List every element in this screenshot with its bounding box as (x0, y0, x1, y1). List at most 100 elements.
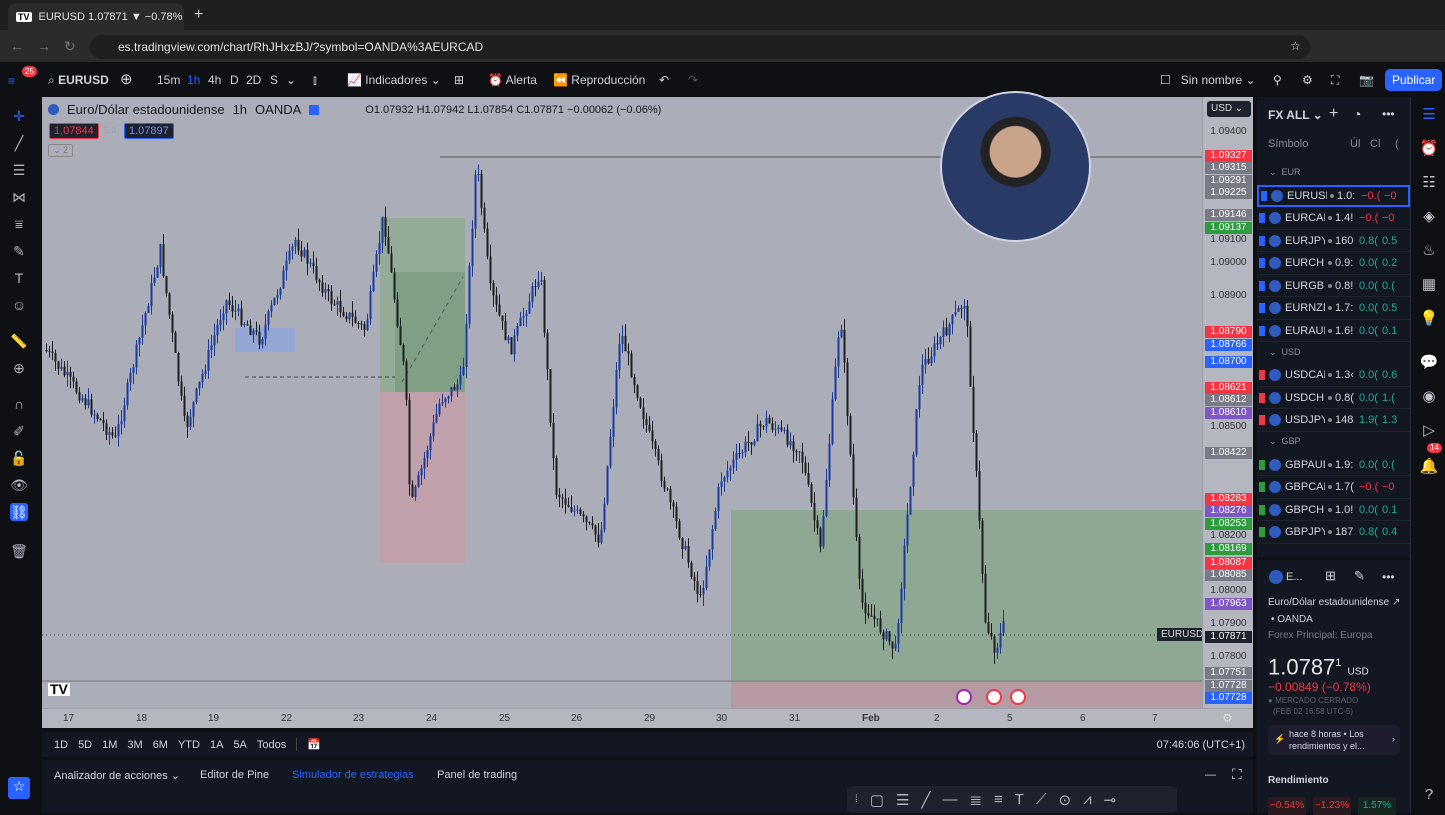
object-tree-icon[interactable]: ☷ (1422, 174, 1436, 191)
column-change-pct[interactable]: ( (1395, 138, 1399, 150)
emoji-icon[interactable]: ☺ (11, 297, 27, 313)
color-flag-icon[interactable] (1259, 235, 1265, 246)
time-axis[interactable]: 17 18 19 22 23 24 25 26 29 30 31 Feb 2 5 6 7 ⚙ (42, 708, 1253, 728)
ray-tool-icon[interactable]: ⟋ (1035, 791, 1047, 808)
interval-2d[interactable]: 2D (246, 73, 262, 87)
undo-icon[interactable]: ↶ (659, 73, 670, 87)
watchlist-row[interactable]: GBPCAD 1.7(−0.(−0 (1257, 477, 1410, 499)
watchlist-group-header[interactable]: ⌄ USD (1269, 346, 1301, 357)
reload-icon[interactable]: ↻ (64, 38, 76, 54)
redo-icon[interactable]: ↷ (688, 73, 699, 87)
watchlist-star-icon[interactable]: ☆ (8, 777, 30, 799)
lines-tool-icon[interactable]: ☰ (895, 791, 910, 809)
zoom-in-icon[interactable]: ⊕ (13, 360, 25, 376)
range-6m[interactable]: 6M (152, 738, 168, 751)
ruler-icon[interactable]: 📏 (10, 333, 28, 349)
new-tab-icon[interactable]: + (194, 6, 204, 23)
alert-button[interactable]: ⏰ Alerta (488, 73, 537, 87)
horizontal-ray-icon[interactable]: ⊸ (1103, 791, 1117, 809)
templates-icon[interactable]: ⊞ (454, 73, 465, 87)
lock-icon[interactable]: 🔓 (10, 450, 28, 466)
perf-3m[interactable]: 1.57% (1358, 797, 1396, 815)
ideas-bulb-icon[interactable]: 💡 (1419, 310, 1439, 327)
text-tool-icon[interactable]: T (1014, 791, 1024, 808)
hotlist-flame-icon[interactable]: ♨ (1422, 242, 1436, 259)
watchlist-row[interactable]: EURAUD 1.6! 0.0(0.1 (1257, 320, 1410, 342)
circle-tool-icon[interactable]: ⊙ (1058, 791, 1072, 809)
magnet-icon[interactable]: ∩ (13, 396, 25, 412)
column-last[interactable]: Úl (1350, 138, 1361, 150)
rectangle-tool-icon[interactable]: ▢ (869, 791, 884, 809)
forward-icon[interactable]: → (37, 38, 51, 54)
news-item[interactable]: ⚡ hace 8 horas • Los rendimientos y el...… (1268, 725, 1400, 755)
fib-icon[interactable]: ☰ (12, 162, 26, 178)
tab-strategy-tester[interactable]: Simulador de estrategias (292, 769, 414, 781)
color-flag-icon[interactable] (1259, 370, 1265, 380)
calendar-icon[interactable]: ▦ (1421, 276, 1437, 293)
bookmark-star-icon[interactable]: ☆ (1290, 39, 1301, 53)
compare-symbol-icon[interactable]: ⊕ (120, 71, 133, 88)
collapse-indicators-button[interactable]: ⌄ 2 (48, 144, 74, 157)
tab-trading-panel[interactable]: Panel de trading (437, 769, 518, 781)
minimize-panel-icon[interactable]: — (1205, 769, 1216, 781)
brush-icon[interactable]: ✎ (13, 243, 25, 259)
watchlist-more-icon[interactable]: ••• (1382, 107, 1395, 121)
color-flag-icon[interactable] (1259, 258, 1265, 268)
crosshair-icon[interactable]: ✛ (13, 108, 25, 124)
eye-icon[interactable]: 👁 (10, 477, 28, 493)
stay-drawing-icon[interactable]: ✐ (13, 423, 25, 439)
edit-icon[interactable]: ✎ (1354, 568, 1365, 583)
add-symbol-icon[interactable]: + (1329, 105, 1339, 122)
perf-1m[interactable]: −1.23% (1313, 797, 1351, 815)
watchlist-row[interactable]: GBPCHF 1.0! 0.0(0.1 (1257, 499, 1410, 521)
tab-pine-editor[interactable]: Editor de Pine (200, 769, 270, 781)
interval-s[interactable]: S (270, 73, 279, 87)
watchlist-selector[interactable]: FX ALL ⌄ (1268, 108, 1323, 122)
maximize-panel-icon[interactable]: ⛶ (1232, 766, 1242, 782)
range-1a[interactable]: 1A (209, 738, 224, 751)
projection-icon[interactable]: ⩸ (14, 216, 24, 232)
watchlist-row[interactable]: EURJPY 160 0.8(0.5 (1257, 230, 1410, 252)
quick-search-icon[interactable]: ⚲ (1273, 73, 1282, 87)
column-symbol[interactable]: Símbolo (1268, 138, 1309, 150)
trash-icon[interactable]: 🗑 (10, 543, 28, 559)
watchlist-group-header[interactable]: ⌄ EUR (1269, 167, 1301, 177)
help-icon[interactable]: ? (1424, 786, 1434, 803)
details-name[interactable]: Euro/Dólar estadounidense ↗ (1268, 597, 1401, 608)
grid-icon[interactable]: ⊞ (1325, 568, 1336, 583)
scale-settings-icon[interactable]: ⚙ (1222, 711, 1233, 725)
trend-line-icon[interactable]: ╱ (14, 135, 24, 151)
perf-1w[interactable]: −0.54% (1268, 797, 1306, 815)
watchlist-group-header[interactable]: ⌄ GBP (1269, 436, 1301, 446)
details-more-icon[interactable]: ••• (1382, 570, 1395, 584)
parallel-channel-icon[interactable]: ≡ (994, 791, 1003, 808)
alerts-clock-icon[interactable]: ⏰ (1419, 140, 1439, 157)
color-flag-icon[interactable] (1259, 415, 1265, 425)
range-3m[interactable]: 3M (127, 738, 143, 751)
back-icon[interactable]: ← (10, 38, 24, 54)
color-flag-icon[interactable] (1259, 482, 1265, 492)
publish-button[interactable]: Publicar (1385, 69, 1443, 91)
url-input[interactable]: es.tradingview.com/chart/RhJHxzBJ/?symbo… (90, 35, 1310, 59)
watchlist-row[interactable]: USDJPY 148 1.9(1.3 (1257, 410, 1410, 432)
path-tool-icon[interactable]: ⩘ (1083, 791, 1092, 808)
legend-symbol-name[interactable]: Euro/Dólar estadounidense (67, 102, 225, 117)
range-5a[interactable]: 5A (233, 738, 247, 751)
indicators-button[interactable]: 📈 Indicadores ⌄ (347, 73, 441, 87)
range-5d[interactable]: 5D (78, 738, 93, 751)
watchlist-row[interactable]: GBPAUD 1.9: 0.0(0.( (1257, 454, 1410, 476)
streams-icon[interactable]: ◉ (1422, 388, 1436, 405)
symbol-search-button[interactable]: ⌕ EURUSD (48, 73, 109, 87)
interval-d[interactable]: D (230, 73, 239, 87)
interval-4h[interactable]: 4h (208, 73, 222, 87)
link-icon[interactable]: ⛓ (10, 503, 28, 521)
color-flag-icon[interactable] (1259, 392, 1265, 403)
go-to-date-icon[interactable]: 📅 (296, 738, 321, 751)
currency-select[interactable]: USD ⌄ (1207, 101, 1251, 117)
buy-price-button[interactable]: 1.07897 (124, 123, 174, 139)
watchlist-row[interactable]: USDCAD 1.3‹ 0.0(0.6 (1257, 365, 1410, 387)
pattern-icon[interactable]: ⋈ (12, 189, 26, 205)
channel-tool-icon[interactable]: ≣ (969, 791, 983, 809)
range-1m[interactable]: 1M (102, 738, 118, 751)
